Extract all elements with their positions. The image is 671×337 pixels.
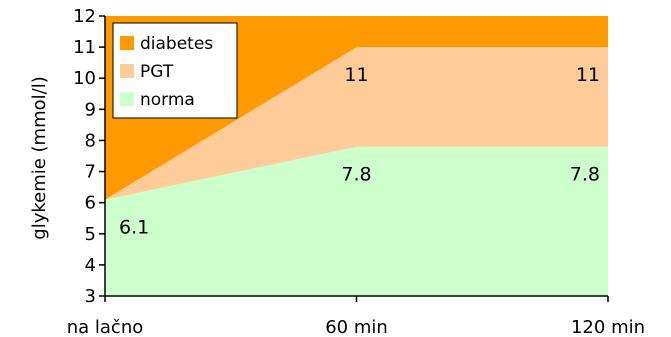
legend: diabetes PGT norma	[112, 22, 238, 119]
data-label-1: 7.8	[341, 164, 371, 186]
data-label-4: 11	[576, 64, 600, 86]
data-label-3: 11	[344, 64, 368, 86]
y-tick-label-11: 11	[73, 37, 96, 58]
legend-swatch-diabetes	[120, 36, 134, 50]
y-tick-label-9: 9	[85, 99, 96, 120]
legend-label-norma: norma	[140, 90, 195, 110]
y-tick-label-4: 4	[85, 255, 96, 276]
x-tick-label-0: na lačno	[67, 317, 144, 337]
y-tick-label-7: 7	[85, 162, 96, 183]
y-tick-label-8: 8	[85, 130, 96, 151]
y-tick-label-12: 12	[73, 6, 96, 27]
y-axis-title: glykemie (mmol/l)	[29, 76, 50, 239]
legend-swatch-pgt	[120, 64, 134, 78]
x-tick-label-2: 120 min	[571, 317, 645, 337]
y-tick-label-10: 10	[73, 68, 96, 89]
data-labels-group: 6.1 7.8 7.8 11 11	[119, 64, 600, 238]
y-tick-label-5: 5	[85, 224, 96, 245]
x-tick-label-1: 60 min	[325, 317, 388, 337]
area-norma	[105, 146, 608, 296]
y-tick-label-6: 6	[85, 193, 96, 214]
data-label-0: 6.1	[119, 217, 149, 239]
y-tick-label-3: 3	[85, 286, 96, 307]
data-label-2: 7.8	[570, 164, 600, 186]
legend-swatch-norma	[120, 92, 134, 106]
axes-group: 3 4 5 6 7 8 9 10 11 12 na lačno 60 min 120 min	[67, 6, 645, 337]
legend-label-diabetes: diabetes	[140, 34, 213, 54]
legend-label-pgt: PGT	[140, 62, 174, 82]
